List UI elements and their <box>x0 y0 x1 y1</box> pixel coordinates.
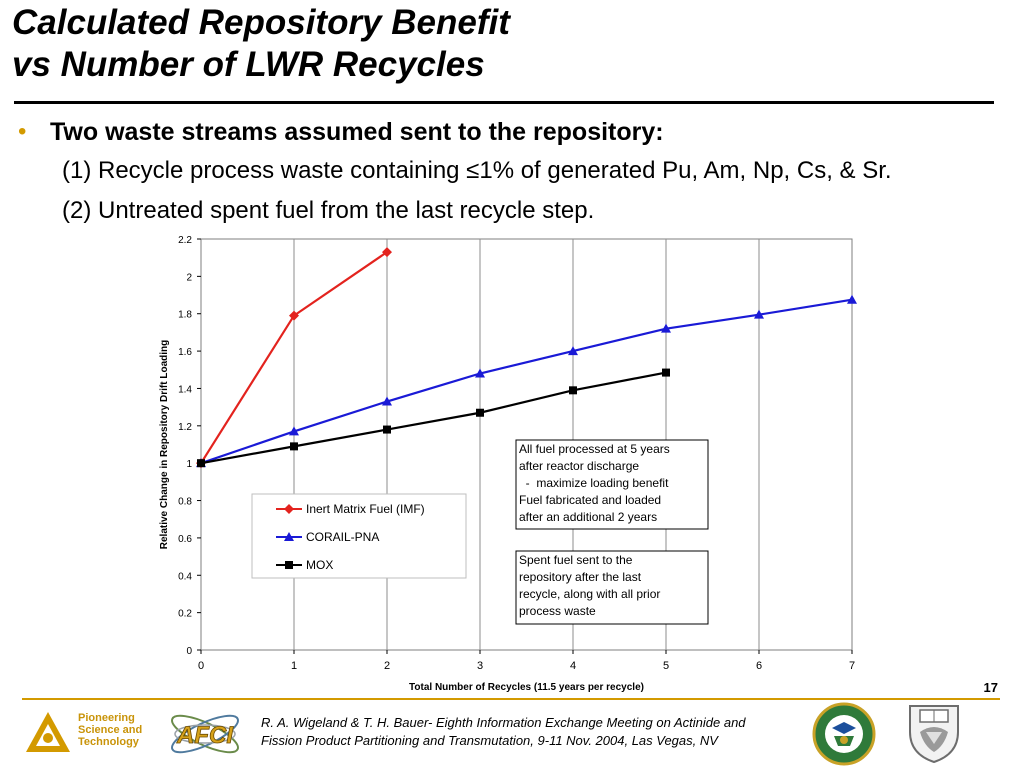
argonne-logo-icon <box>26 712 70 752</box>
data-point-corail-pna <box>568 346 578 356</box>
citation-line-2: Fission Product Partitioning and Transmu… <box>261 733 718 748</box>
y-tick-label: 1 <box>186 459 192 470</box>
y-tick-label: 1.8 <box>178 310 192 321</box>
x-tick-label: 5 <box>663 660 669 672</box>
afci-logo-icon: AFCI <box>171 714 239 754</box>
org-tagline-line-1: Pioneering <box>78 712 135 724</box>
y-tick-label: 0.4 <box>178 571 192 582</box>
slide-title: Calculated Repository Benefit vs Number … <box>12 2 510 86</box>
annotation-line: after reactor discharge <box>519 459 639 473</box>
x-tick-label: 2 <box>384 660 390 672</box>
y-axis-title: Relative Change in Repository Drift Load… <box>159 340 170 549</box>
data-point-inert-matrix-fuel-imf <box>382 247 392 258</box>
x-tick-label: 1 <box>291 660 297 672</box>
bullet-icon: • <box>18 118 27 145</box>
citation: R. A. Wigeland & T. H. Bauer- Eighth Inf… <box>261 714 746 750</box>
title-divider <box>14 101 994 104</box>
annotation-line: repository after the last <box>519 570 642 584</box>
data-point-corail-pna <box>754 309 764 319</box>
series-line-corail-pna <box>200 298 853 465</box>
page-number: 17 <box>983 680 998 695</box>
data-point-mox <box>662 368 670 377</box>
annotation-line: Spent fuel sent to the <box>519 553 633 567</box>
footer-divider <box>22 698 1000 700</box>
legend-marker-corail-pna <box>284 532 294 541</box>
x-tick-label: 4 <box>570 660 576 672</box>
data-point-mox <box>383 425 391 434</box>
sub-point-1: (1) Recycle process waste containing ≤1%… <box>62 157 892 184</box>
annotation-box-1: All fuel processed at 5 years after react… <box>515 439 709 530</box>
legend-label-inert-matrix-fuel-imf: Inert Matrix Fuel (IMF) <box>306 502 425 516</box>
data-point-corail-pna <box>289 426 299 436</box>
y-tick-label: 1.4 <box>178 384 192 395</box>
y-tick-label: 0.8 <box>178 497 192 508</box>
data-point-mox <box>290 442 298 451</box>
annotation-line: after an additional 2 years <box>519 510 657 524</box>
org-tagline-line-2: Science and <box>78 724 143 736</box>
title-line-1: Calculated Repository Benefit <box>12 3 510 42</box>
university-shield-icon <box>909 705 959 764</box>
x-axis-title: Total Number of Recycles (11.5 years per… <box>409 682 644 693</box>
annotation-line: process waste <box>519 604 596 618</box>
annotation-line: - maximize loading benefit <box>519 476 669 490</box>
bullet-heading: Two waste streams assumed sent to the re… <box>50 118 664 146</box>
sub-point-2: (2) Untreated spent fuel from the last r… <box>62 197 595 224</box>
x-tick-label: 0 <box>198 660 204 672</box>
legend-label-mox: MOX <box>306 558 333 572</box>
y-tick-label: 2 <box>186 272 192 283</box>
data-point-corail-pna <box>382 396 392 406</box>
data-point-mox <box>197 459 205 468</box>
y-tick-label: 1.2 <box>178 422 192 433</box>
data-point-mox <box>569 386 577 395</box>
x-tick-label: 6 <box>756 660 762 672</box>
data-point-corail-pna <box>847 294 857 304</box>
data-point-mox <box>476 408 484 417</box>
legend-label-corail-pna: CORAIL-PNA <box>306 530 379 544</box>
data-point-corail-pna <box>475 368 485 378</box>
afci-logo-text: AFCI <box>176 722 234 749</box>
y-tick-label: 0.6 <box>178 534 192 545</box>
y-tick-label: 1.6 <box>178 347 192 358</box>
annotation-line: All fuel processed at 5 years <box>519 442 670 456</box>
org-tagline: Pioneering Science and Technology <box>78 712 142 748</box>
title-line-2: vs Number of LWR Recycles <box>12 45 485 84</box>
citation-line-1: R. A. Wigeland & T. H. Bauer- Eighth Inf… <box>261 715 746 730</box>
annotation-line: recycle, along with all prior <box>519 587 660 601</box>
annotation-box-2: Spent fuel sent to the repository after t… <box>515 550 709 625</box>
data-point-corail-pna <box>661 323 671 333</box>
series-line-mox <box>200 371 667 465</box>
doe-seal-icon <box>812 702 876 766</box>
annotation-frame <box>515 550 709 625</box>
y-tick-label: 0.2 <box>178 609 192 620</box>
chart-legend: Inert Matrix Fuel (IMF) CORAIL-PNA MOX <box>251 493 467 579</box>
legend-marker-inert-matrix-fuel-imf <box>284 504 294 514</box>
annotation-line: Fuel fabricated and loaded <box>519 493 661 507</box>
repository-benefit-chart: 0 1 2 3 4 5 6 7 0 0.2 0.4 0.6 0.8 1 1.2 1.4 1.6 1.8 2 2.2 To… <box>159 235 857 693</box>
y-tick-label: 0 <box>186 646 192 657</box>
x-tick-label: 3 <box>477 660 483 672</box>
annotation-frame <box>515 439 709 530</box>
y-tick-label: 2.2 <box>178 235 192 246</box>
data-point-inert-matrix-fuel-imf <box>289 310 299 321</box>
x-tick-label: 7 <box>849 660 855 672</box>
legend-marker-mox <box>285 561 293 569</box>
org-tagline-line-3: Technology <box>78 736 139 748</box>
